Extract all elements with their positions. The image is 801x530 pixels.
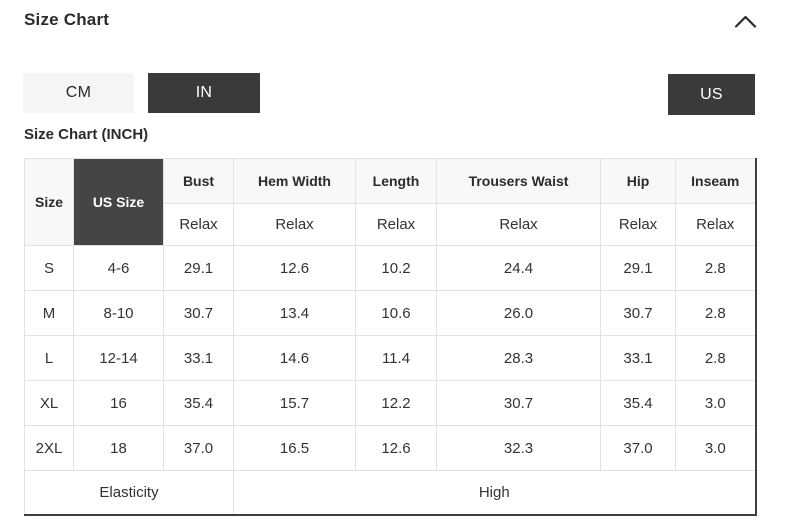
size-label-cell: L xyxy=(24,335,74,381)
value-cell: 29.1 xyxy=(600,245,676,291)
size-label-cell: 2XL xyxy=(24,425,74,471)
size-label-cell: S xyxy=(24,245,74,291)
table-row: S 4-6 29.1 12.6 10.2 24.4 29.1 2.8 xyxy=(24,245,756,291)
value-cell: 12.6 xyxy=(355,425,437,471)
table-row: L 12-14 33.1 14.6 11.4 28.3 33.1 2.8 xyxy=(24,335,756,381)
size-label-cell: XL xyxy=(24,380,74,426)
value-cell: 2.8 xyxy=(675,245,756,291)
value-cell: 13.4 xyxy=(233,290,356,336)
collapse-toggle[interactable] xyxy=(730,8,760,34)
value-cell: 37.0 xyxy=(163,425,234,471)
value-cell: 3.0 xyxy=(675,425,756,471)
fit-cell: Relax xyxy=(233,203,356,246)
value-cell: 33.1 xyxy=(600,335,676,381)
col-header-trousers-waist: Trousers Waist xyxy=(436,158,601,204)
col-header-us-size: US Size xyxy=(73,158,164,246)
value-cell: 30.7 xyxy=(163,290,234,336)
table-row: 2XL 18 37.0 16.5 12.6 32.3 37.0 3.0 xyxy=(24,425,756,471)
col-header-size: Size xyxy=(24,158,74,246)
value-cell: 35.4 xyxy=(163,380,234,426)
col-header-hip: Hip xyxy=(600,158,676,204)
chevron-up-icon xyxy=(734,14,757,29)
table-row: XL 16 35.4 15.7 12.2 30.7 35.4 3.0 xyxy=(24,380,756,426)
table-row: M 8-10 30.7 13.4 10.6 26.0 30.7 2.8 xyxy=(24,290,756,336)
fit-cell: Relax xyxy=(675,203,756,246)
value-cell: 32.3 xyxy=(436,425,601,471)
value-cell: 10.2 xyxy=(355,245,437,291)
value-cell: 30.7 xyxy=(436,380,601,426)
value-cell: 33.1 xyxy=(163,335,234,381)
measure-header-row: Size US Size Bust Hem Width Length Trous… xyxy=(24,158,756,246)
page-title: Size Chart xyxy=(24,10,110,29)
us-size-cell: 16 xyxy=(73,380,164,426)
value-cell: 35.4 xyxy=(600,380,676,426)
us-size-cell: 4-6 xyxy=(73,245,164,291)
fit-type-row: Relax Relax Relax Relax Relax Relax xyxy=(25,203,756,246)
value-cell: 12.2 xyxy=(355,380,437,426)
us-size-cell: 18 xyxy=(73,425,164,471)
fit-cell: Relax xyxy=(163,203,234,246)
col-header-length: Length xyxy=(355,158,437,204)
col-header-bust: Bust xyxy=(163,158,234,204)
value-cell: 24.4 xyxy=(436,245,601,291)
fit-cell: Relax xyxy=(436,203,601,246)
unit-cm-button[interactable]: CM xyxy=(23,73,134,113)
value-cell: 2.8 xyxy=(675,335,756,381)
us-size-cell: 12-14 xyxy=(73,335,164,381)
region-us-button[interactable]: US xyxy=(668,74,755,115)
value-cell: 11.4 xyxy=(355,335,437,381)
value-cell: 14.6 xyxy=(233,335,356,381)
value-cell: 28.3 xyxy=(436,335,601,381)
fit-cell: Relax xyxy=(600,203,676,246)
size-label-cell: M xyxy=(24,290,74,336)
fit-cell: Relax xyxy=(355,203,437,246)
value-cell: 26.0 xyxy=(436,290,601,336)
value-cell: 3.0 xyxy=(675,380,756,426)
value-cell: 2.8 xyxy=(675,290,756,336)
col-header-inseam: Inseam xyxy=(675,158,756,204)
elasticity-label-cell: Elasticity xyxy=(24,470,234,516)
size-chart-table: Size US Size Bust Hem Width Length Trous… xyxy=(24,158,757,516)
us-size-cell: 8-10 xyxy=(73,290,164,336)
unit-in-button[interactable]: IN xyxy=(148,73,260,113)
value-cell: 29.1 xyxy=(163,245,234,291)
value-cell: 12.6 xyxy=(233,245,356,291)
value-cell: 15.7 xyxy=(233,380,356,426)
value-cell: 37.0 xyxy=(600,425,676,471)
table-subtitle: Size Chart (INCH) xyxy=(24,126,149,143)
value-cell: 10.6 xyxy=(355,290,437,336)
elasticity-value-cell: High xyxy=(233,470,756,516)
col-header-hem-width: Hem Width xyxy=(233,158,356,204)
value-cell: 30.7 xyxy=(600,290,676,336)
elasticity-row: Elasticity High xyxy=(24,470,756,516)
value-cell: 16.5 xyxy=(233,425,356,471)
